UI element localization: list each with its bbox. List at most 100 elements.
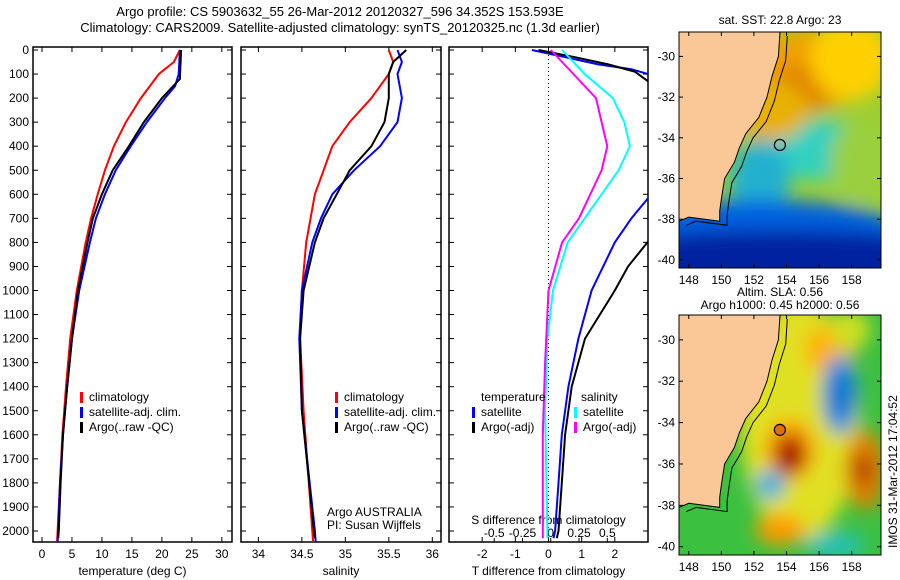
y-tick-label: 1000 [2, 284, 29, 298]
x-tick-label: 152 [744, 273, 764, 287]
x2-tick-label: 0.25 [567, 526, 591, 540]
legend-label: satellite [481, 405, 522, 419]
legend-heading-temperature: temperature [481, 390, 546, 404]
x2-tick-label: 0 [547, 526, 554, 540]
series-group [531, 49, 648, 539]
series-line-argo-raw-qc- [299, 49, 407, 539]
x-tick-label: 25 [185, 547, 199, 561]
y-tick-label: 500 [9, 163, 29, 177]
y-tick-label: 1500 [2, 404, 29, 418]
annotation-text: Argo AUSTRALIA [327, 505, 422, 519]
x-axis-label: salinity [323, 564, 360, 578]
x-tick-label: 154 [777, 273, 797, 287]
y-tick-label: -38 [658, 212, 676, 226]
x-tick-label: 35.5 [377, 547, 401, 561]
series-group [298, 49, 407, 542]
y-tick-label: -30 [658, 333, 676, 347]
series-line-satellite-adj-clim- [298, 49, 403, 542]
legend-swatch [335, 407, 338, 418]
map-frame [678, 314, 882, 556]
x2-tick-label: -0.25 [509, 526, 537, 540]
shelf-contour [686, 36, 788, 226]
y-tick-label: 1300 [2, 356, 29, 370]
map-field [679, 32, 881, 268]
y-tick-label: -34 [658, 416, 676, 430]
x-tick-label: -2 [477, 547, 488, 561]
y-tick-label: 1200 [2, 332, 29, 346]
y-tick-label: 1900 [2, 500, 29, 514]
legend-label: Argo(-adj) [583, 420, 636, 434]
x-tick-label: 2 [611, 547, 618, 561]
x-tick-label: 1 [578, 547, 585, 561]
sla-blob [805, 533, 865, 555]
legend-swatch [80, 422, 83, 433]
sla-blob [830, 315, 870, 350]
x-tick-label: 15 [125, 547, 139, 561]
land-australia [679, 315, 781, 508]
panel-temperature: 0100200300400500600700800900100011001200… [2, 43, 233, 578]
y-tick-label: 2000 [2, 524, 29, 538]
sla-blob [755, 470, 785, 500]
legend-swatch [335, 392, 338, 403]
x-tick-label: 35 [339, 547, 353, 561]
x-tick-label: -1 [510, 547, 521, 561]
legend-swatch [472, 422, 475, 433]
x-tick-label: 0 [39, 547, 46, 561]
y-tick-label: 900 [9, 259, 29, 273]
x2-tick-label: 0.5 [599, 526, 616, 540]
map-title: Argo h1000: 0.45 h2000: 0.56 [701, 298, 860, 312]
x-axis-label: temperature (deg C) [78, 564, 186, 578]
shelf-contour [686, 319, 788, 513]
map-title: sat. SST: 22.8 Argo: 23 [719, 13, 842, 27]
y-tick-label: 1700 [2, 452, 29, 466]
x-tick-label: 148 [679, 273, 699, 287]
y-tick-label: 200 [9, 91, 29, 105]
y-tick-label: 1400 [2, 380, 29, 394]
argo-float-marker [773, 423, 786, 436]
x-tick-label: 20 [155, 547, 169, 561]
legend-swatch [80, 392, 83, 403]
x2-tick-label: -0.5 [484, 526, 505, 540]
map-frame [678, 31, 882, 269]
legend-heading-salinity: salinity [581, 390, 618, 404]
legend-label: Argo(..raw -QC) [344, 420, 429, 434]
y-tick-label: 300 [9, 115, 29, 129]
argo-float-marker [773, 138, 786, 152]
series-line-t-argo [538, 49, 648, 83]
map-sla_map: 148 150 152 154 156 158 -30 -32 -34 -36 -38 -40 Alti… [658, 285, 882, 574]
sla-blob [755, 515, 805, 545]
sla-blob [852, 455, 872, 485]
legend-swatch [574, 422, 577, 433]
legend-label: climatology [89, 390, 149, 404]
y-tick-label: -36 [658, 457, 676, 471]
legend-label: climatology [344, 390, 404, 404]
y-tick-label: 1800 [2, 476, 29, 490]
y-tick-label: -32 [658, 374, 676, 388]
legend-swatch [80, 407, 83, 418]
y-tick-label: -38 [658, 498, 676, 512]
sst-blob [679, 230, 881, 268]
legend-label: satellite-adj. clim. [344, 405, 436, 419]
series-line-climatology [299, 49, 395, 542]
panel-frame [240, 46, 442, 543]
series-group [56, 49, 183, 542]
y-tick-label: 0 [22, 43, 29, 57]
x-tick-label: 150 [711, 560, 731, 574]
series-line-t-argo-deep [555, 240, 648, 539]
sla-blob [775, 435, 805, 475]
sla-blob [830, 373, 850, 417]
map-sst_map: 148 150 152 154 156 158 -30 -32 -34 -36 -38 -40 sat.… [658, 13, 882, 287]
sla-blobs [740, 315, 881, 555]
footer-stamp: IMOS 31-Mar-2012 17:04:52 [886, 395, 900, 548]
panel-difference: -2 -1 0 1 2 T difference from climatology -0.5… [448, 46, 649, 578]
y-tick-label: 800 [9, 235, 29, 249]
x-axis-label: T difference from climatology [472, 564, 626, 578]
y-tick-label: -40 [658, 540, 676, 554]
y-tick-label: 1100 [3, 308, 29, 322]
x-tick-label: 152 [744, 560, 764, 574]
land-australia [679, 32, 781, 222]
y-tick-label: -30 [658, 49, 676, 63]
x-tick-label: 156 [809, 273, 829, 287]
